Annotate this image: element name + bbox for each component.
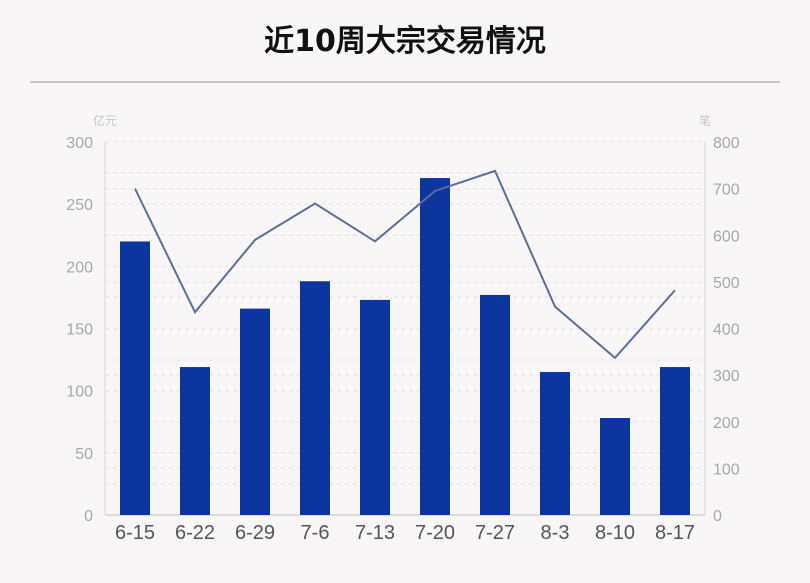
y-right-tick-label: 600 (713, 228, 740, 245)
bar (180, 367, 210, 515)
x-tick-label: 8-10 (595, 522, 635, 544)
y-right-tick-label: 800 (713, 135, 740, 152)
bar (420, 178, 450, 515)
y-left-unit: 亿元 (93, 113, 117, 128)
x-tick-label: 7-6 (301, 522, 330, 544)
y-left-tick-label: 250 (66, 197, 93, 214)
bar (480, 294, 510, 515)
y-left-tick-label: 100 (66, 384, 93, 401)
y-right-unit: 笔 (699, 113, 711, 128)
bar (300, 281, 330, 515)
x-tick-label: 8-17 (655, 522, 695, 544)
y-right-tick-label: 400 (713, 322, 740, 339)
y-left-tick-label: 200 (66, 259, 93, 276)
title-divider (30, 81, 780, 83)
y-left-tick-label: 150 (66, 322, 93, 339)
y-right-tick-label: 700 (713, 182, 740, 199)
y-right-tick-label: 300 (713, 368, 740, 385)
x-tick-label: 6-22 (175, 522, 215, 544)
x-tick-label: 8-3 (541, 522, 570, 544)
x-tick-label: 7-13 (355, 522, 395, 544)
bar (660, 367, 690, 515)
x-tick-label: 6-29 (235, 522, 275, 544)
y-left-tick-label: 300 (66, 135, 93, 152)
bar (540, 372, 570, 515)
bar (240, 308, 270, 515)
y-right-tick-label: 100 (713, 461, 740, 478)
bar (600, 418, 630, 515)
chart-title: 近10周大宗交易情况 (264, 24, 546, 59)
x-tick-label: 7-20 (415, 522, 455, 544)
x-tick-label: 6-15 (115, 522, 155, 544)
y-left-tick-label: 50 (75, 446, 93, 463)
bar (120, 241, 150, 515)
y-right-tick-label: 0 (713, 508, 722, 525)
x-tick-label: 7-27 (475, 522, 515, 544)
y-right-tick-label: 200 (713, 415, 740, 432)
y-right-tick-label: 500 (713, 275, 740, 292)
bar (360, 299, 390, 515)
line-series (134, 169, 676, 360)
y-left-tick-label: 0 (84, 508, 93, 525)
